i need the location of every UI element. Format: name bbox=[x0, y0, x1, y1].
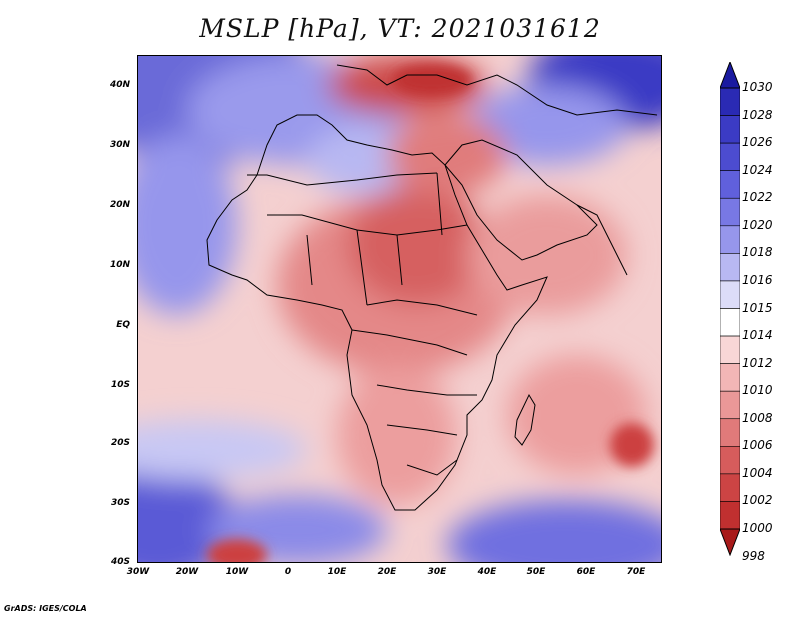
map-title: MSLP [hPa], VT: 2021031612 bbox=[199, 14, 601, 43]
lon-label: 60E bbox=[576, 567, 596, 577]
colorbar-cell bbox=[720, 253, 740, 282]
pressure-field bbox=[137, 55, 662, 563]
colorbar-label: 1022 bbox=[742, 190, 773, 205]
colorbar-label: 1024 bbox=[742, 162, 773, 177]
lon-label: 20E bbox=[377, 567, 397, 577]
lon-label: 50E bbox=[526, 567, 546, 577]
colorbar-top-arrow bbox=[720, 62, 740, 89]
colorbar-label: 1002 bbox=[742, 493, 773, 508]
colorbar-label: 1016 bbox=[742, 272, 773, 287]
colorbar-cell bbox=[720, 87, 740, 116]
colorbar-cell bbox=[720, 363, 740, 392]
colorbar-label: 1012 bbox=[742, 355, 773, 370]
lat-label: EQ bbox=[116, 320, 130, 330]
colorbar-label: 1026 bbox=[742, 135, 773, 150]
lat-label: 10S bbox=[110, 380, 130, 390]
colorbar-cell bbox=[720, 473, 740, 502]
colorbar-cell bbox=[720, 390, 740, 420]
colorbar-cell bbox=[720, 280, 740, 309]
colorbar-cell bbox=[720, 335, 740, 364]
colorbar-label: 1004 bbox=[742, 465, 773, 480]
colorbar-cell bbox=[720, 115, 740, 144]
colorbar-label: 1030 bbox=[742, 80, 773, 94]
colorbar-cell bbox=[720, 308, 740, 337]
lon-label: 10W bbox=[225, 567, 249, 577]
lat-label: 30S bbox=[110, 498, 130, 508]
colorbar-label: 1015 bbox=[742, 300, 773, 315]
colorbar-label: 1000 bbox=[742, 521, 773, 535]
lon-label: 70E bbox=[626, 567, 646, 577]
lat-label: 20S bbox=[110, 438, 130, 448]
colorbar-cell bbox=[720, 446, 740, 475]
lat-label: 40S bbox=[110, 557, 130, 567]
lon-label: 30E bbox=[427, 567, 447, 577]
lon-label: 40E bbox=[477, 567, 497, 577]
lat-label: 30N bbox=[109, 140, 130, 150]
colorbar-label: 1018 bbox=[742, 245, 773, 260]
pressure-map bbox=[137, 55, 662, 563]
colorbar-label: 1028 bbox=[742, 107, 773, 122]
colorbar-cell bbox=[720, 225, 740, 254]
lon-label: 30W bbox=[126, 567, 150, 577]
lon-label: 0 bbox=[284, 567, 292, 577]
colorbar-cell bbox=[720, 418, 740, 447]
colorbar-label: 1010 bbox=[742, 383, 773, 398]
colorbar-label: 1006 bbox=[742, 438, 773, 453]
credit-text: GrADS: IGES/COLA bbox=[4, 604, 87, 613]
colorbar-label: 1020 bbox=[742, 217, 773, 232]
colorbar bbox=[720, 62, 740, 556]
colorbar-label: 1014 bbox=[742, 328, 773, 343]
lat-label: 10N bbox=[109, 260, 130, 270]
colorbar-cell bbox=[720, 501, 740, 530]
colorbar-cell bbox=[720, 170, 740, 199]
lon-label: 20W bbox=[175, 567, 199, 577]
colorbar-cell bbox=[720, 142, 740, 171]
colorbar-bottom-arrow bbox=[720, 528, 740, 556]
lat-label: 20N bbox=[109, 200, 130, 210]
colorbar-label: 1008 bbox=[742, 410, 773, 425]
lon-label: 10E bbox=[327, 567, 347, 577]
lat-label: 40N bbox=[109, 80, 130, 90]
colorbar-cell bbox=[720, 197, 740, 227]
colorbar-label: 998 bbox=[742, 548, 765, 563]
